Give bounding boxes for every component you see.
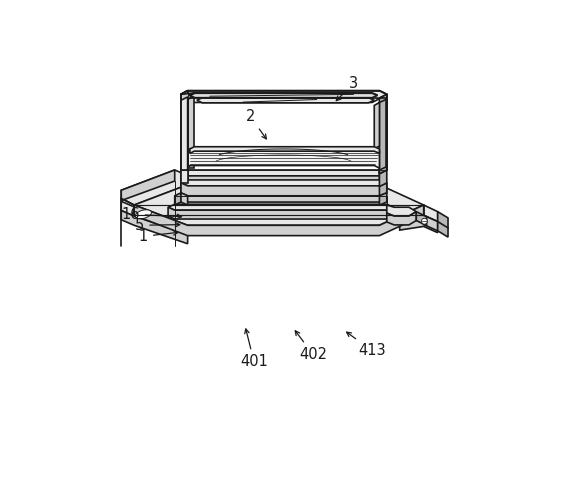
Circle shape [181, 132, 184, 135]
Polygon shape [387, 212, 416, 225]
Circle shape [183, 136, 186, 139]
Polygon shape [186, 108, 187, 167]
Circle shape [421, 218, 427, 224]
Polygon shape [168, 204, 393, 210]
Polygon shape [379, 99, 387, 174]
Polygon shape [181, 180, 387, 186]
Polygon shape [379, 193, 387, 205]
Circle shape [183, 132, 186, 135]
Polygon shape [181, 93, 194, 100]
Polygon shape [181, 183, 387, 196]
Circle shape [183, 125, 186, 128]
Polygon shape [181, 170, 187, 185]
Polygon shape [121, 211, 187, 244]
Polygon shape [181, 188, 386, 202]
Circle shape [182, 114, 185, 117]
Polygon shape [379, 94, 387, 174]
Polygon shape [134, 205, 424, 236]
Polygon shape [187, 149, 379, 168]
Polygon shape [438, 222, 448, 237]
Polygon shape [181, 91, 187, 170]
Polygon shape [197, 98, 374, 103]
Polygon shape [379, 183, 387, 196]
Polygon shape [424, 216, 438, 231]
Polygon shape [400, 205, 438, 222]
Polygon shape [121, 170, 175, 201]
Polygon shape [181, 185, 386, 191]
Polygon shape [134, 185, 424, 225]
Text: 2: 2 [246, 109, 267, 139]
Polygon shape [182, 101, 187, 105]
Polygon shape [400, 216, 438, 233]
Circle shape [182, 121, 185, 124]
Polygon shape [200, 92, 377, 97]
Circle shape [182, 129, 185, 132]
Polygon shape [182, 108, 186, 113]
Polygon shape [187, 96, 194, 168]
Polygon shape [189, 93, 378, 97]
Polygon shape [181, 91, 194, 170]
Polygon shape [181, 193, 187, 205]
Circle shape [180, 114, 183, 117]
Polygon shape [175, 193, 181, 205]
Polygon shape [438, 212, 448, 229]
Polygon shape [190, 147, 379, 153]
Circle shape [181, 136, 184, 139]
Polygon shape [379, 94, 387, 174]
Text: 3: 3 [336, 76, 358, 101]
Polygon shape [387, 205, 416, 216]
Polygon shape [187, 96, 379, 103]
Polygon shape [374, 103, 379, 149]
Polygon shape [416, 212, 427, 226]
Text: 1: 1 [139, 229, 178, 244]
Polygon shape [181, 170, 187, 183]
Circle shape [180, 118, 183, 121]
Polygon shape [182, 106, 187, 108]
Polygon shape [181, 91, 387, 98]
Polygon shape [194, 92, 378, 97]
Circle shape [182, 118, 185, 121]
Polygon shape [121, 201, 187, 235]
Polygon shape [379, 170, 387, 187]
Text: 413: 413 [347, 332, 386, 358]
Polygon shape [190, 93, 377, 98]
Polygon shape [181, 173, 386, 187]
Text: 402: 402 [295, 331, 327, 362]
Polygon shape [379, 170, 386, 188]
Polygon shape [181, 95, 187, 168]
Circle shape [180, 125, 183, 128]
Circle shape [180, 121, 183, 124]
Polygon shape [168, 207, 393, 219]
Ellipse shape [135, 210, 151, 219]
Polygon shape [181, 91, 187, 170]
Text: 401: 401 [240, 329, 268, 369]
Polygon shape [181, 91, 387, 98]
Polygon shape [181, 170, 386, 176]
Circle shape [180, 129, 183, 132]
Text: 16: 16 [121, 207, 182, 222]
Polygon shape [121, 170, 187, 205]
Text: 5: 5 [135, 218, 180, 233]
